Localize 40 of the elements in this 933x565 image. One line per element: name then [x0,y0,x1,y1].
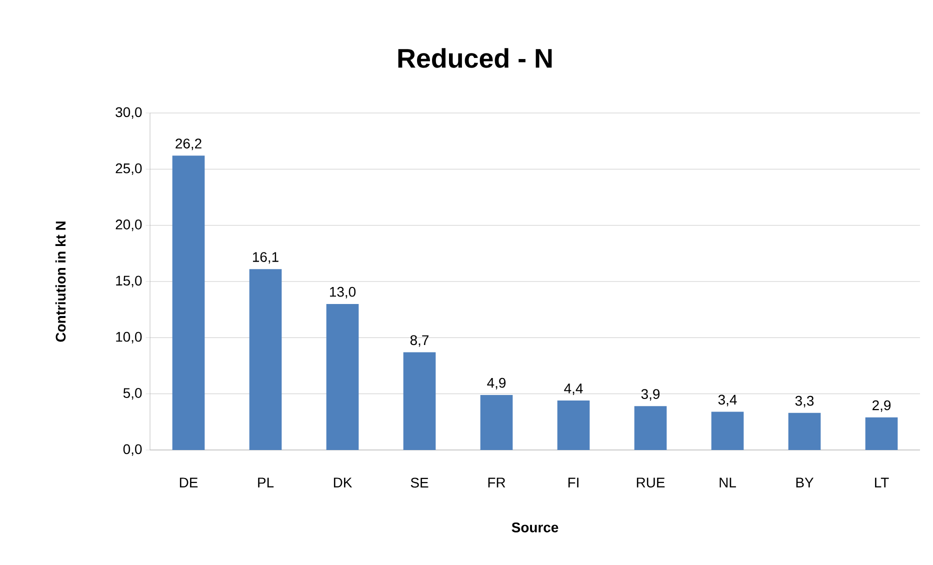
data-label: 3,3 [795,396,814,408]
x-tick-label: DK [334,478,352,488]
x-tick-label: NL [720,478,736,488]
bar [480,394,513,450]
data-label: 26,2 [176,138,202,150]
bar [249,269,282,450]
x-axis-title: Source [512,522,558,532]
x-tick-label: BY [796,478,814,488]
bar [711,412,744,450]
x-tick-label: RUE [636,478,665,488]
y-tick-label: 30,0 [116,107,142,119]
data-label: 2,9 [872,400,891,412]
data-label: 3,4 [718,394,737,406]
data-label: 3,9 [641,389,660,401]
y-tick-label: 20,0 [116,220,142,232]
bar [172,156,205,450]
bar [634,406,667,450]
x-tick-label: SE [410,478,428,488]
bar [326,304,359,450]
y-tick-label: 10,0 [116,332,142,344]
data-label: 13,0 [330,286,356,298]
data-label: 16,1 [253,252,278,264]
x-tick-label: PL [258,478,274,488]
y-tick-label: 15,0 [116,276,142,288]
y-tick-label: 0,0 [123,444,142,456]
y-axis-title: Contriution in kt N [55,222,66,342]
bar [403,352,436,450]
y-tick-label: 5,0 [123,388,142,400]
bar [557,400,590,450]
x-tick-label: LT [875,478,889,488]
data-label: 4,4 [564,384,583,396]
x-tick-label: DE [180,478,198,488]
data-label: 4,9 [487,378,506,390]
chart-title: Reduced - N [398,48,552,68]
bar [865,417,898,450]
bar [788,412,821,450]
x-tick-label: FI [568,478,578,488]
x-tick-label: FR [488,478,506,488]
data-label: 8,7 [410,335,429,347]
y-tick-label: 25,0 [116,163,142,175]
